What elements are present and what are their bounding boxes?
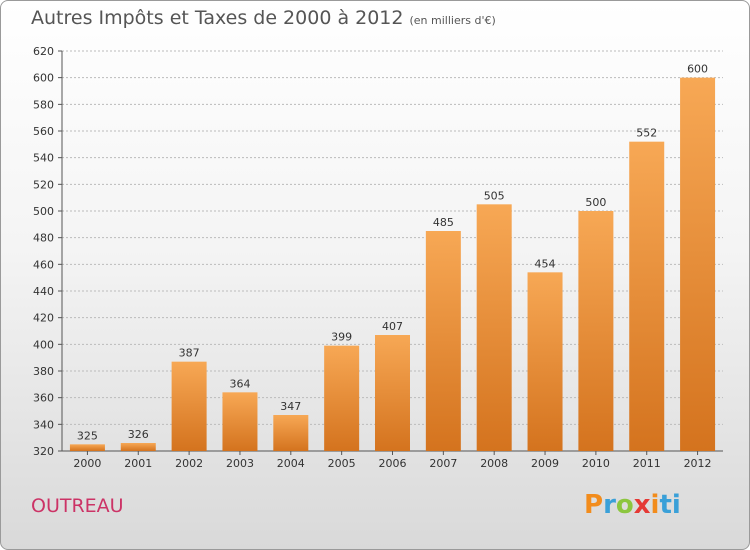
y-tick-label: 560	[33, 125, 54, 138]
y-tick-label: 360	[33, 392, 54, 405]
logo-letter: i	[650, 490, 660, 520]
data-label: 407	[382, 320, 403, 333]
bar	[324, 345, 360, 451]
y-tick-label: 600	[33, 72, 54, 85]
bar	[680, 77, 716, 452]
proxiti-logo: Proxiti	[584, 490, 681, 520]
y-tick-label: 460	[33, 258, 54, 271]
commune-name: OUTREAU	[31, 495, 124, 517]
bar	[476, 204, 512, 451]
data-label: 326	[128, 428, 149, 441]
data-label: 364	[229, 377, 250, 390]
data-label: 485	[433, 216, 454, 229]
bar	[69, 444, 105, 451]
bar	[171, 361, 207, 451]
y-tick-label: 420	[33, 312, 54, 325]
bar	[425, 231, 461, 451]
bar	[629, 141, 665, 451]
y-tick-label: 400	[33, 338, 54, 351]
y-tick-label: 440	[33, 285, 54, 298]
y-tick-label: 580	[33, 98, 54, 111]
x-tick-label: 2008	[480, 457, 508, 470]
x-tick-label: 2007	[429, 457, 457, 470]
x-tick-label: 2009	[531, 457, 559, 470]
logo-letter: ti	[659, 490, 681, 520]
bar	[273, 415, 309, 451]
y-tick-label: 380	[33, 365, 54, 378]
x-tick-label: 2003	[226, 457, 254, 470]
x-tick-label: 2002	[175, 457, 203, 470]
x-tick-label: 2011	[633, 457, 661, 470]
x-tick-label: 2006	[379, 457, 407, 470]
logo-letter: P	[584, 490, 604, 520]
y-tick-label: 620	[33, 45, 54, 58]
data-label: 454	[535, 257, 556, 270]
x-tick-label: 2000	[73, 457, 101, 470]
chart-title: Autres Impôts et Taxes de 2000 à 2012 (en…	[31, 7, 496, 29]
data-label: 347	[280, 400, 301, 413]
bar	[578, 211, 614, 451]
data-label: 387	[179, 347, 200, 360]
x-tick-label: 2012	[684, 457, 712, 470]
y-tick-label: 500	[33, 205, 54, 218]
x-tick-label: 2004	[277, 457, 305, 470]
x-tick-label: 2005	[328, 457, 356, 470]
chart-subtitle: (en milliers d'€)	[409, 14, 496, 27]
y-tick-label: 520	[33, 178, 54, 191]
bar	[527, 272, 563, 451]
bar	[375, 335, 410, 451]
data-label: 500	[585, 196, 606, 209]
data-label: 325	[77, 429, 98, 442]
data-label: 399	[331, 331, 352, 344]
x-tick-label: 2001	[124, 457, 152, 470]
bar	[120, 443, 156, 451]
logo-letter: x	[633, 490, 651, 520]
y-tick-label: 320	[33, 445, 54, 458]
data-label: 600	[687, 63, 708, 76]
y-tick-label: 340	[33, 418, 54, 431]
bar	[222, 392, 258, 451]
logo-letter: r	[603, 490, 616, 520]
chart-title-text: Autres Impôts et Taxes de 2000 à 2012	[31, 7, 404, 29]
data-label: 505	[484, 189, 505, 202]
data-label: 552	[636, 127, 657, 140]
x-tick-label: 2010	[582, 457, 610, 470]
logo-letter: o	[615, 490, 634, 520]
y-tick-label: 480	[33, 232, 54, 245]
y-tick-label: 540	[33, 152, 54, 165]
